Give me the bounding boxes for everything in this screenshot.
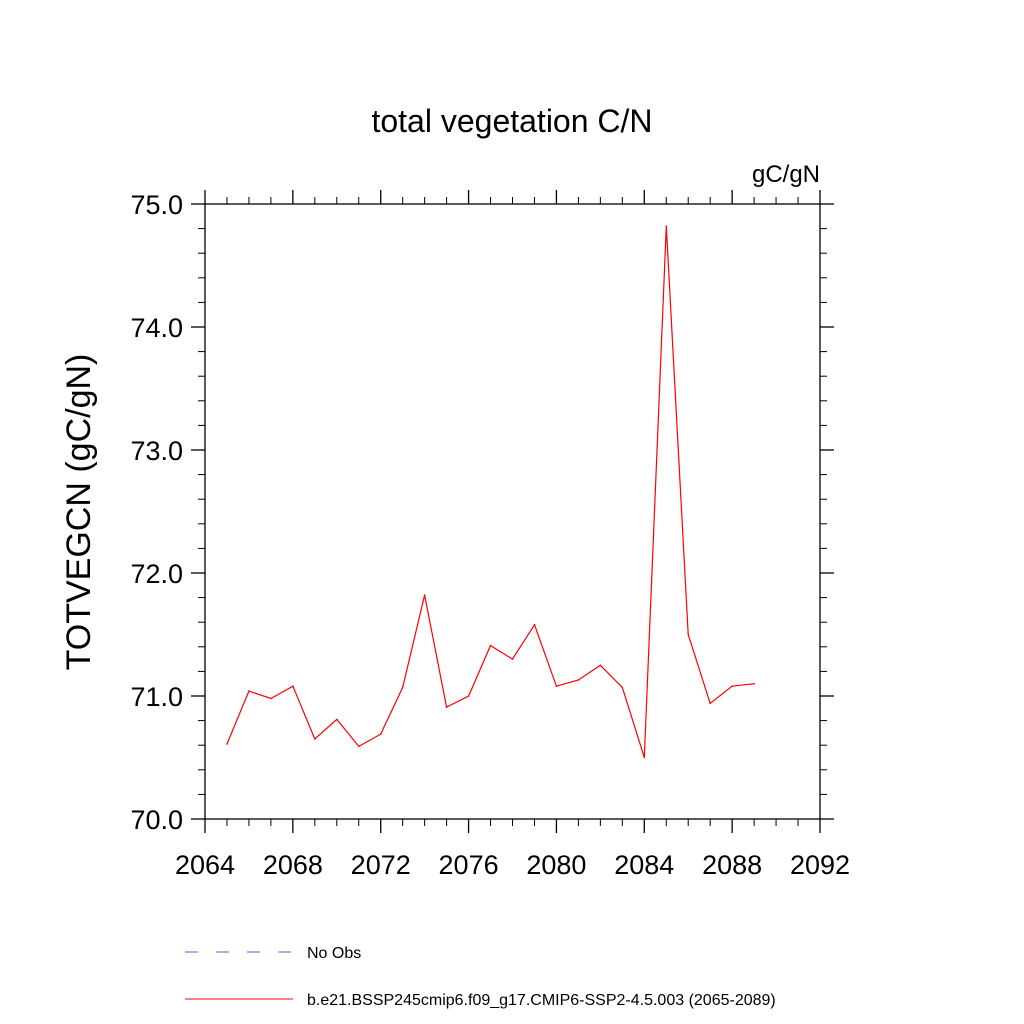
data-point [401,686,404,689]
data-point [357,745,360,748]
x-tick-label: 2084 [614,850,674,880]
x-tick-label: 2092 [790,850,850,880]
data-point [226,743,228,745]
y-axis-label: TOTVEGCN (gC/gN) [60,354,98,671]
legend-label: No Obs [307,945,361,962]
y-tick-label: 71.0 [130,682,183,712]
data-point [270,697,272,700]
plot-frame [204,203,821,820]
x-tick-label: 2072 [351,850,411,880]
y-tick-label: 75.0 [130,190,183,220]
data-point [335,718,338,721]
data-point [665,225,668,227]
y-tick-label: 72.0 [130,559,183,589]
y-tick-label: 73.0 [130,436,183,466]
data-point [292,685,294,687]
data-point [643,756,646,759]
x-tick-label: 2076 [439,850,499,880]
chart-title: total vegetation C/N [371,103,652,139]
data-point [555,685,558,687]
x-tick-label: 2064 [175,850,235,880]
data-point [599,664,602,667]
legend-label: b.e21.BSSP245cmip6.f09_g17.CMIP6-SSP2-4.… [307,992,776,1009]
x-tick-label: 2068 [263,850,323,880]
x-tick-label: 2080 [526,850,586,880]
data-point [577,679,580,681]
data-point [511,658,514,660]
data-point [687,633,690,636]
data-point [621,686,624,689]
y-tick-label: 74.0 [130,313,183,343]
plot-area: 2064 2068 2072 2076 2080 2084 2088 2092 70.0 71.0… [130,190,850,880]
data-point [379,733,382,735]
data-point [445,706,448,708]
data-point [731,685,733,687]
data-point [489,644,492,647]
data-point [467,695,470,697]
data-point [709,702,711,705]
data-point [423,594,426,596]
data-point [248,690,250,692]
legend: No Obs b.e21.BSSP245cmip6.f09_g17.CMIP6-S… [185,945,776,1009]
series-line [226,226,755,758]
units-label: gC/gN [752,161,820,188]
x-tick-label: 2088 [702,850,762,880]
data-point [533,623,536,626]
data-point [753,682,755,685]
y-tick-label: 70.0 [130,805,183,835]
data-point [314,738,316,740]
